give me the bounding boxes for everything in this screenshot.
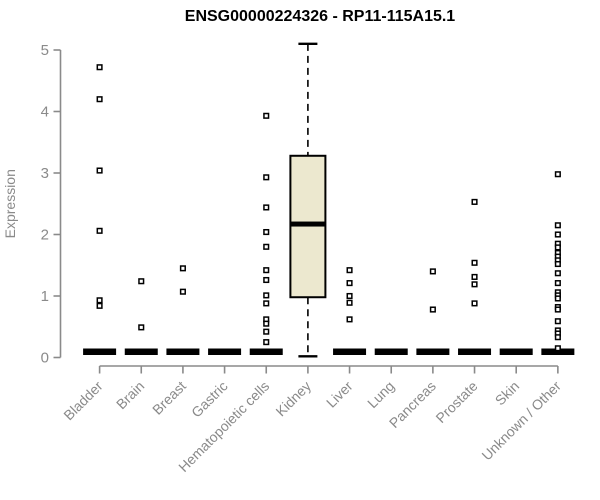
zero-median-bar-skin	[499, 348, 533, 355]
zero-median-bar-breast	[166, 348, 200, 355]
y-tick-label: 3	[41, 165, 49, 182]
zero-median-bar-gastric	[208, 348, 242, 355]
outlier-point-hematopoietic-cells	[263, 228, 270, 236]
outlier-point-prostate	[471, 281, 478, 288]
outlier-point-unknown-other	[554, 280, 561, 287]
y-tick-label: 0	[41, 350, 49, 367]
x-tick-label-bladder: Bladder	[60, 378, 106, 424]
outlier-point-pancreas	[429, 306, 436, 313]
outlier-point-bladder	[96, 167, 103, 174]
outlier-point-unknown-other	[554, 244, 561, 251]
y-axis-title: Expression	[2, 169, 18, 238]
outlier-point-liver	[346, 299, 353, 306]
x-tick-label-brain: Brain	[113, 378, 147, 412]
outlier-point-bladder	[96, 64, 103, 71]
outlier-point-breast	[179, 265, 186, 272]
outlier-point-prostate	[471, 300, 478, 307]
x-tick-label-kidney: Kidney	[272, 378, 314, 420]
outlier-point-hematopoietic-cells	[263, 339, 270, 346]
outlier-point-unknown-other	[554, 345, 561, 352]
outlier-point-hematopoietic-cells	[263, 112, 270, 119]
outlier-point-hematopoietic-cells	[263, 267, 270, 274]
x-tick-label-breast: Breast	[149, 378, 189, 418]
outlier-point-bladder	[96, 96, 103, 103]
outlier-point-hematopoietic-cells	[263, 292, 270, 299]
zero-median-bar-liver	[333, 348, 367, 355]
outlier-point-liver	[346, 267, 353, 274]
x-tick-label-prostate: Prostate	[432, 378, 480, 426]
zero-median-bar-brain	[124, 348, 158, 355]
outlier-point-unknown-other	[554, 318, 561, 325]
x-tick-label-liver: Liver	[323, 378, 356, 411]
outlier-point-brain	[138, 278, 145, 285]
zero-median-bar-pancreas	[416, 348, 450, 355]
x-tick-label-skin: Skin	[492, 378, 523, 409]
outlier-point-pancreas	[429, 268, 436, 275]
zero-median-bar-unknown-other	[541, 348, 575, 355]
outlier-point-liver	[346, 316, 353, 323]
y-tick-label: 5	[41, 42, 49, 59]
chart-title: ENSG00000224326 - RP11-115A15.1	[184, 8, 456, 25]
zero-median-bar-bladder	[83, 348, 117, 355]
y-tick-label: 2	[41, 227, 49, 244]
median-line-kidney	[290, 221, 326, 227]
y-tick-label: 1	[41, 288, 49, 305]
outlier-point-hematopoietic-cells	[263, 300, 270, 307]
outlier-point-unknown-other	[554, 295, 561, 302]
outlier-point-liver	[346, 280, 353, 287]
outlier-point-breast	[179, 288, 186, 295]
outlier-point-hematopoietic-cells	[263, 174, 270, 181]
outlier-point-hematopoietic-cells	[263, 204, 270, 211]
outlier-point-prostate	[471, 198, 478, 205]
outlier-point-unknown-other	[554, 171, 561, 178]
x-tick-label-unknown-other: Unknown / Other	[478, 378, 564, 464]
outlier-point-unknown-other	[554, 222, 561, 229]
y-tick-label: 4	[41, 104, 49, 121]
outlier-point-unknown-other	[554, 270, 561, 277]
outlier-point-unknown-other	[554, 260, 561, 268]
zero-median-bar-hematopoietic-cells	[249, 348, 283, 355]
outlier-point-hematopoietic-cells	[263, 328, 270, 335]
x-tick-label-lung: Lung	[364, 378, 397, 411]
outlier-point-brain	[138, 324, 145, 331]
outlier-point-unknown-other	[554, 231, 561, 238]
zero-median-bar-prostate	[458, 348, 492, 355]
outlier-point-bladder	[96, 227, 103, 234]
outlier-point-hematopoietic-cells	[263, 243, 270, 250]
outlier-point-prostate	[471, 259, 478, 266]
zero-median-bar-lung	[374, 348, 408, 355]
outlier-point-bladder	[96, 302, 103, 309]
outlier-point-unknown-other	[554, 334, 561, 341]
outlier-point-prostate	[471, 273, 478, 280]
outlier-point-liver	[346, 292, 353, 300]
outlier-point-bladder	[96, 297, 103, 304]
outlier-point-unknown-other	[554, 306, 561, 313]
outlier-point-hematopoietic-cells	[263, 276, 270, 284]
outlier-point-hematopoietic-cells	[263, 320, 270, 327]
